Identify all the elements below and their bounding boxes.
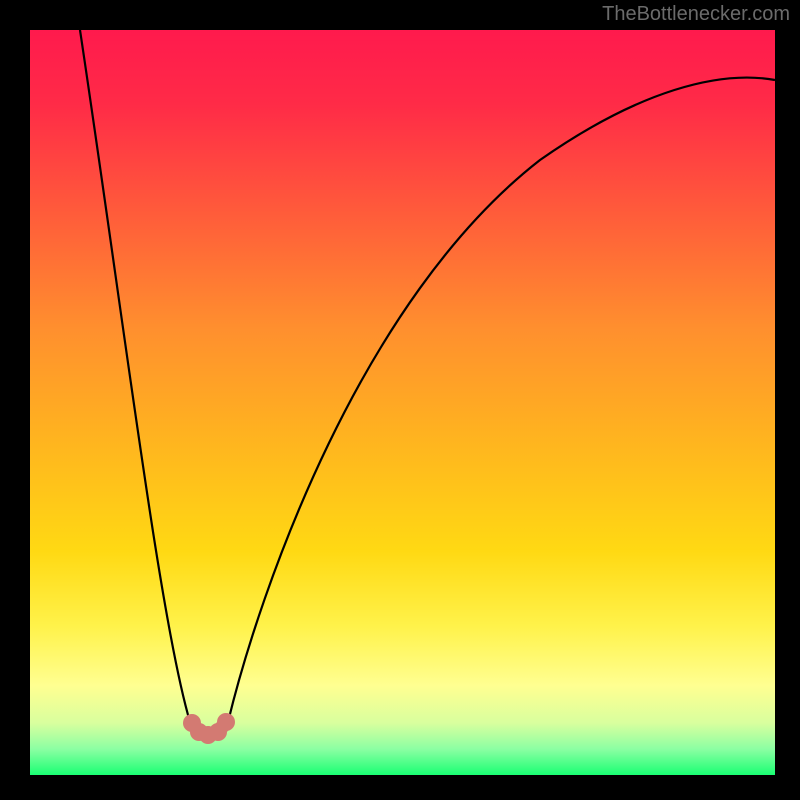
gradient-background bbox=[30, 30, 775, 775]
watermark-text: TheBottlenecker.com bbox=[602, 3, 790, 26]
bottleneck-chart bbox=[0, 0, 800, 800]
chart-container: TheBottlenecker.com bbox=[0, 0, 800, 800]
